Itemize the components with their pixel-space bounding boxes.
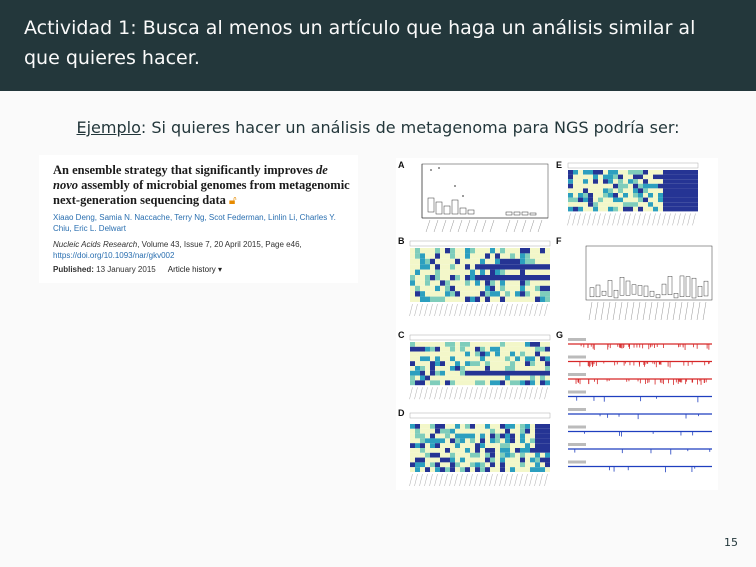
article-journal: Nucleic Acids Research, Volume 43, Issue… <box>53 239 348 261</box>
published-date: 13 January 2015 <box>96 265 156 274</box>
article-authors[interactable]: Xiaao Deng, Samia N. Naccache, Terry Ng,… <box>53 213 336 233</box>
doi-link[interactable]: https://doi.org/10.1093/nar/gkv002 <box>53 251 175 260</box>
panel-e-heatmap <box>567 162 699 226</box>
article-title-italic: de novo <box>53 163 328 192</box>
panel-f-boxplot <box>585 245 713 321</box>
article-card: An ensemble strategy that significantly … <box>39 155 358 283</box>
panel-a-boxplot <box>421 163 549 233</box>
article-published: Published: 13 January 2015 Article histor… <box>53 265 348 274</box>
panel-letter-f: F <box>556 236 562 246</box>
journal-details: , Volume 43, Issue 7, 20 April 2015, Pag… <box>137 240 302 249</box>
panel-letter-g: G <box>556 330 564 340</box>
panel-letter-d: D <box>398 408 405 418</box>
frame-title: Actividad 1: Busca al menos un artículo … <box>24 17 696 69</box>
published-label: Published: <box>53 265 94 274</box>
open-access-icon: 🔓︎ <box>228 193 237 207</box>
article-title: An ensemble strategy that significantly … <box>53 163 353 208</box>
article-title-part1: An ensemble strategy that significantly … <box>53 163 316 177</box>
panel-b-heatmap <box>409 240 551 317</box>
panel-d-heatmap <box>409 412 551 487</box>
panel-letter-b: B <box>398 236 405 246</box>
intro-body: : Si quieres hacer un análisis de metage… <box>140 118 680 137</box>
panel-letter-a: A <box>398 160 405 170</box>
page-number: 15 <box>724 536 738 549</box>
panel-c-heatmap <box>409 334 551 400</box>
frame-header: Actividad 1: Busca al menos un artículo … <box>0 0 756 91</box>
journal-name: Nucleic Acids Research <box>53 240 138 249</box>
panel-letter-c: C <box>398 330 405 340</box>
article-title-part2: assembly of microbial genomes from metag… <box>53 178 350 207</box>
intro-text: Ejemplo: Si quieres hacer un análisis de… <box>0 118 756 137</box>
article-figure: A B C D E F G <box>396 158 718 490</box>
intro-keyword: Ejemplo <box>76 118 141 137</box>
article-history-button[interactable]: Article history ▾ <box>167 265 222 274</box>
panel-g-tracks <box>568 338 712 473</box>
panel-letter-e: E <box>556 160 563 170</box>
